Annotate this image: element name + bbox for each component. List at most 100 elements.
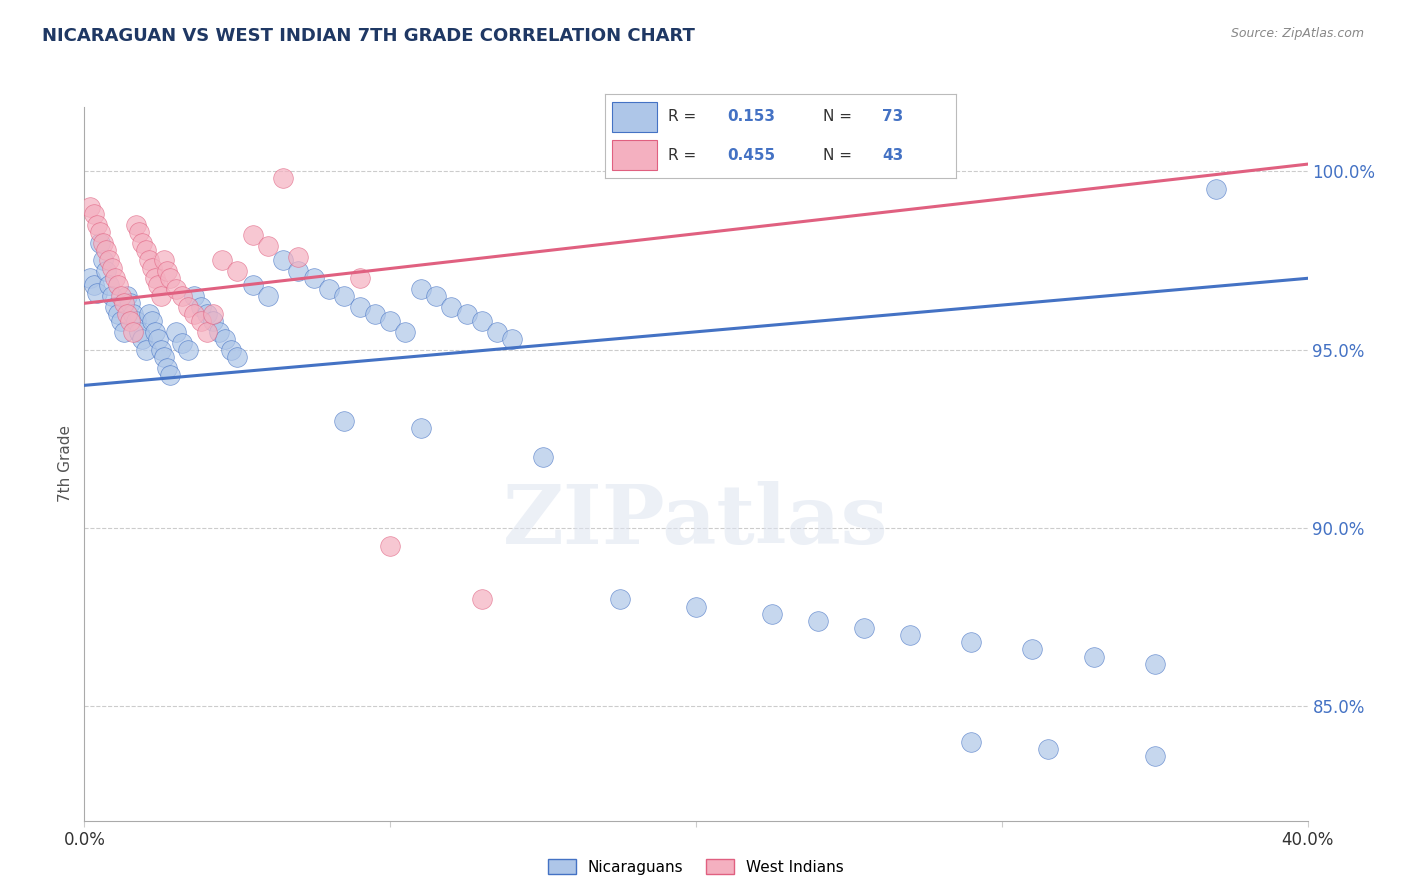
Point [156,360,179,375]
Point [131,332,153,346]
Point [156,264,179,278]
Point [112,325,135,339]
Point [110,289,132,303]
Point [135,243,157,257]
Point [211,253,233,268]
Point [214,332,236,346]
Point [135,343,157,357]
Point [208,325,231,339]
Point [159,368,181,382]
Point [471,592,494,607]
Text: NICARAGUAN VS WEST INDIAN 7TH GRADE CORRELATION CHART: NICARAGUAN VS WEST INDIAN 7TH GRADE CORR… [42,27,695,45]
Point [122,325,145,339]
Point [271,171,294,186]
FancyBboxPatch shape [612,103,658,132]
Point [318,282,340,296]
Point [86,218,108,232]
Text: Source: ZipAtlas.com: Source: ZipAtlas.com [1230,27,1364,40]
Point [122,307,145,321]
Point [110,314,132,328]
Point [287,250,309,264]
Point [287,264,309,278]
Point [115,289,138,303]
Point [79,200,101,214]
Text: 0.455: 0.455 [728,147,776,162]
Point [333,289,356,303]
Y-axis label: 7th Grade: 7th Grade [58,425,73,502]
Text: 0.153: 0.153 [728,110,776,125]
Text: R =: R = [668,110,696,125]
Point [104,271,127,285]
Point [141,314,163,328]
Point [226,350,249,364]
Point [89,225,111,239]
Point [394,325,416,339]
Point [143,325,166,339]
Point [153,253,176,268]
Point [226,264,249,278]
Point [190,314,212,328]
Point [89,235,111,250]
Point [302,271,325,285]
Point [146,332,169,346]
Point [409,282,432,296]
Point [149,343,172,357]
Point [257,239,280,253]
Point [104,300,127,314]
Point [83,207,105,221]
Point [201,307,224,321]
Point [609,592,631,607]
Point [190,300,212,314]
Point [409,421,432,435]
Point [138,253,160,268]
Point [79,271,101,285]
Point [898,628,921,642]
Point [201,314,224,328]
Point [471,314,494,328]
Point [107,278,129,293]
Point [1021,642,1043,657]
Point [101,260,124,275]
Point [125,314,148,328]
Point [502,332,524,346]
FancyBboxPatch shape [612,140,658,169]
Point [380,539,402,553]
Point [138,307,160,321]
Point [120,296,142,310]
Point [94,264,117,278]
Text: N =: N = [823,147,852,162]
Point [101,289,124,303]
Point [271,253,294,268]
Text: ZIPatlas: ZIPatlas [503,481,889,561]
Point [531,450,554,464]
Point [97,253,120,268]
Point [195,307,218,321]
Point [165,325,187,339]
Point [94,243,117,257]
Point [115,307,138,321]
Point [761,607,783,621]
Point [380,314,402,328]
Point [364,307,387,321]
Point [257,289,280,303]
Point [125,218,148,232]
Point [1083,649,1105,664]
Point [143,271,166,285]
Point [853,621,876,635]
Point [165,282,187,296]
Point [349,300,371,314]
Point [177,300,200,314]
Point [86,285,108,300]
Point [685,599,707,614]
Point [83,278,105,293]
Point [1205,182,1227,196]
Point [149,289,172,303]
Point [91,253,114,268]
Legend: Nicaraguans, West Indians: Nicaraguans, West Indians [541,853,851,880]
Text: R =: R = [668,147,696,162]
Point [97,278,120,293]
Point [131,235,153,250]
Point [172,335,194,350]
Point [128,325,150,339]
Point [219,343,242,357]
